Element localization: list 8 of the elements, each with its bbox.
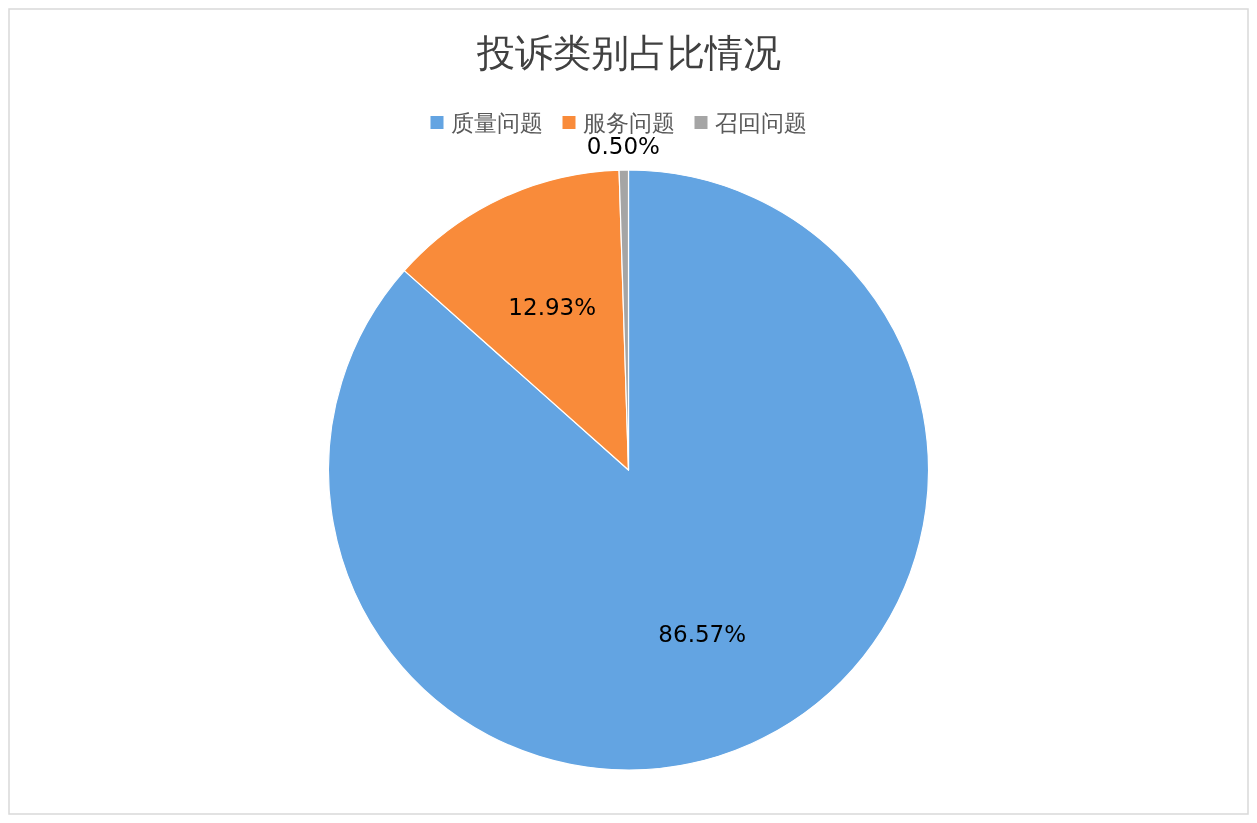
legend-label: 质量问题 — [450, 110, 543, 136]
legend-label: 召回问题 — [714, 110, 807, 136]
data-label: 86.57% — [658, 621, 747, 648]
data-label: 0.50% — [586, 133, 660, 160]
data-label: 12.93% — [508, 293, 597, 320]
pie-slice — [328, 169, 930, 771]
chart-title: 投诉类别占比情况 — [475, 31, 781, 75]
legend-label: 服务问题 — [582, 110, 675, 136]
